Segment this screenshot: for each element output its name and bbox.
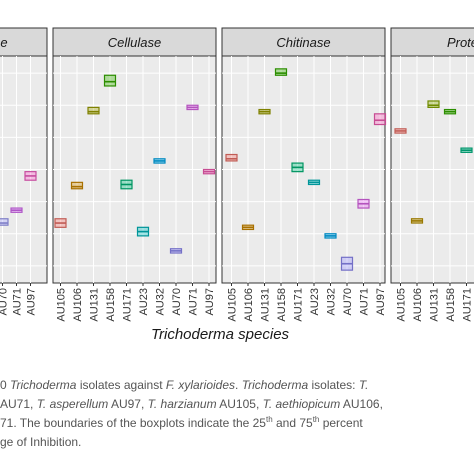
facet-title: nase [0,35,8,50]
facet-panel-3: Chitinase AU105 AU106 AU131 AU158 AU171 AU23 AU… [221,27,387,322]
x-tick-label: AU106 [72,288,84,322]
x-tick-label: AU32 [326,288,338,316]
x-tick-label: AU171 [462,288,474,322]
facet-title: Prote [447,35,474,50]
box [70,181,84,190]
facet-title: Chitinase [276,35,330,50]
x-tick-label: AU70 [0,288,10,316]
x-tick-label: AU171 [122,288,134,322]
box [274,68,288,76]
box [427,100,440,108]
x-tick-label: AU71 [12,288,24,316]
x-tick-label: AU70 [342,288,354,316]
caption-line-1: 0 Trichoderma isolates against F. xylari… [0,378,369,392]
box [373,113,387,126]
x-tick-label: AU171 [293,288,305,322]
facet-panel-2: Cellulase AU105 AU106 AU131 AU158 AU171 AU23 AU… [52,27,217,322]
facet-strip [221,27,386,57]
x-tick-label: AU131 [89,288,101,322]
x-tick-label: AU97 [26,288,38,316]
x-tick-label: AU131 [429,288,441,322]
x-tick-label: AU158 [276,288,288,322]
x-tick-label: AU71 [359,288,371,316]
facet-strip [0,27,48,57]
box [103,74,117,87]
x-tick-label: AU106 [243,288,255,322]
x-tick-label: AU71 [188,288,200,316]
facet-panel-4: Prote AU105 AU106 AU131 AU158 AU171 [390,27,474,322]
x-tick-label: AU23 [138,288,150,316]
x-tick-label: AU32 [155,288,167,316]
facet-title: Cellulase [108,35,161,50]
x-tick-label: AU105 [227,288,239,322]
x-tick-label: AU105 [56,288,68,322]
x-tick-label: AU23 [309,288,321,316]
x-tick-label: AU105 [396,288,408,322]
x-axis-label: Trichoderma species [151,326,290,343]
facet-strip [390,27,474,57]
x-tick-label: AU158 [105,288,117,322]
box [0,218,9,226]
x-tick-label: AU70 [171,288,183,316]
caption-line-4: ge of Inhibition. [0,435,82,449]
x-tick-label: AU131 [260,288,272,322]
box [225,153,238,162]
chart-panels: naseAU70AU71AU97CellulaseAU105AU106AU131… [0,27,474,322]
x-tick-label: AU97 [204,288,216,316]
x-tick-label: AU97 [375,288,387,316]
x-tick-label: AU106 [412,288,424,322]
box [87,106,100,115]
x-tick-label: AU158 [445,288,457,322]
caption-line-2: AU71, T. asperellum AU97, T. harzianum A… [0,397,383,411]
figure-caption: 0 Trichoderma isolates against F. xylari… [0,376,474,452]
caption-line-3: 71. The boundaries of the boxplots indic… [0,415,363,431]
